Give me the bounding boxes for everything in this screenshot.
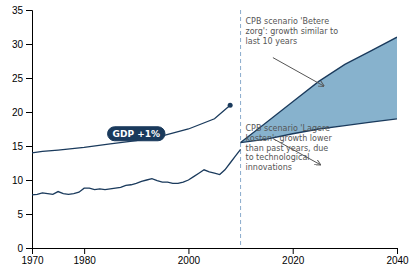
tick-mark	[26, 112, 32, 113]
tick: 15	[12, 141, 32, 152]
y-axis: 0 5 10 15 20 25 30 35	[12, 5, 33, 254]
x-axis: 1970 1980 2000 2020 2040	[21, 248, 409, 266]
tick-label: 5	[17, 209, 23, 220]
badge: GDP +1%	[108, 127, 165, 141]
tick-label: 2040	[386, 255, 409, 266]
tick-mark	[26, 44, 32, 45]
tick-mark	[26, 10, 32, 11]
chart: 1970 1980 2000 2020 2040 0 5 10 15 20 25 30 35 GDP +1…	[0, 0, 409, 270]
tick: 2020	[282, 248, 305, 266]
scenario-note: CPB scenario 'Lagerekosten': growth lowe…	[246, 124, 333, 171]
tick-label: 35	[12, 5, 24, 16]
tick-mark	[188, 248, 189, 254]
scenario-low-line	[241, 119, 397, 143]
tick-label: 25	[12, 73, 24, 84]
plot: 1970 1980 2000 2020 2040 0 5 10 15 20 25 30 35 GDP +1…	[12, 5, 409, 266]
scenario-area	[241, 37, 397, 142]
tick: 0	[17, 243, 32, 254]
tick-mark	[397, 248, 398, 254]
arrow	[273, 58, 324, 87]
tick-label: 1970	[21, 255, 44, 266]
tick: 25	[12, 73, 32, 84]
tick: 2000	[178, 248, 201, 266]
tick: 30	[12, 39, 32, 50]
tick: 20	[12, 107, 32, 118]
tick: 2040	[386, 248, 409, 266]
tick-mark	[26, 146, 32, 147]
tick-mark	[26, 214, 32, 215]
tick: 35	[12, 5, 32, 16]
line	[32, 149, 241, 195]
tick: 1970	[21, 248, 44, 266]
arrow	[273, 139, 320, 165]
tick-mark	[26, 180, 32, 181]
line	[32, 105, 230, 153]
badge-label: GDP +1%	[113, 129, 160, 139]
annotations: GDP +1% CPB scenario 'Beterezorg': growth…	[108, 17, 339, 172]
tick: 5	[17, 209, 32, 220]
tick: 1980	[74, 248, 97, 266]
tick-label: 10	[12, 175, 24, 186]
tick-label: 15	[12, 141, 24, 152]
axis-line	[33, 249, 398, 255]
tick-mark	[84, 248, 85, 254]
tick-label: 0	[17, 243, 23, 254]
tick-mark	[293, 248, 294, 254]
tick-label: 20	[12, 107, 24, 118]
tick-label: 2020	[282, 255, 305, 266]
marks	[32, 10, 397, 248]
scenario-note: CPB scenario 'Beterezorg': growth simila…	[246, 17, 339, 45]
axis-line	[26, 11, 33, 249]
tick: 10	[12, 175, 32, 186]
tick-label: 1980	[74, 255, 97, 266]
tick-label: 30	[12, 39, 24, 50]
end-marker	[228, 103, 233, 108]
scenario-high-line	[241, 37, 397, 142]
tick-mark	[26, 248, 32, 249]
tick-mark	[26, 78, 32, 79]
tick-label: 2000	[178, 255, 201, 266]
badge-background	[108, 127, 165, 141]
reference-line	[240, 10, 241, 248]
